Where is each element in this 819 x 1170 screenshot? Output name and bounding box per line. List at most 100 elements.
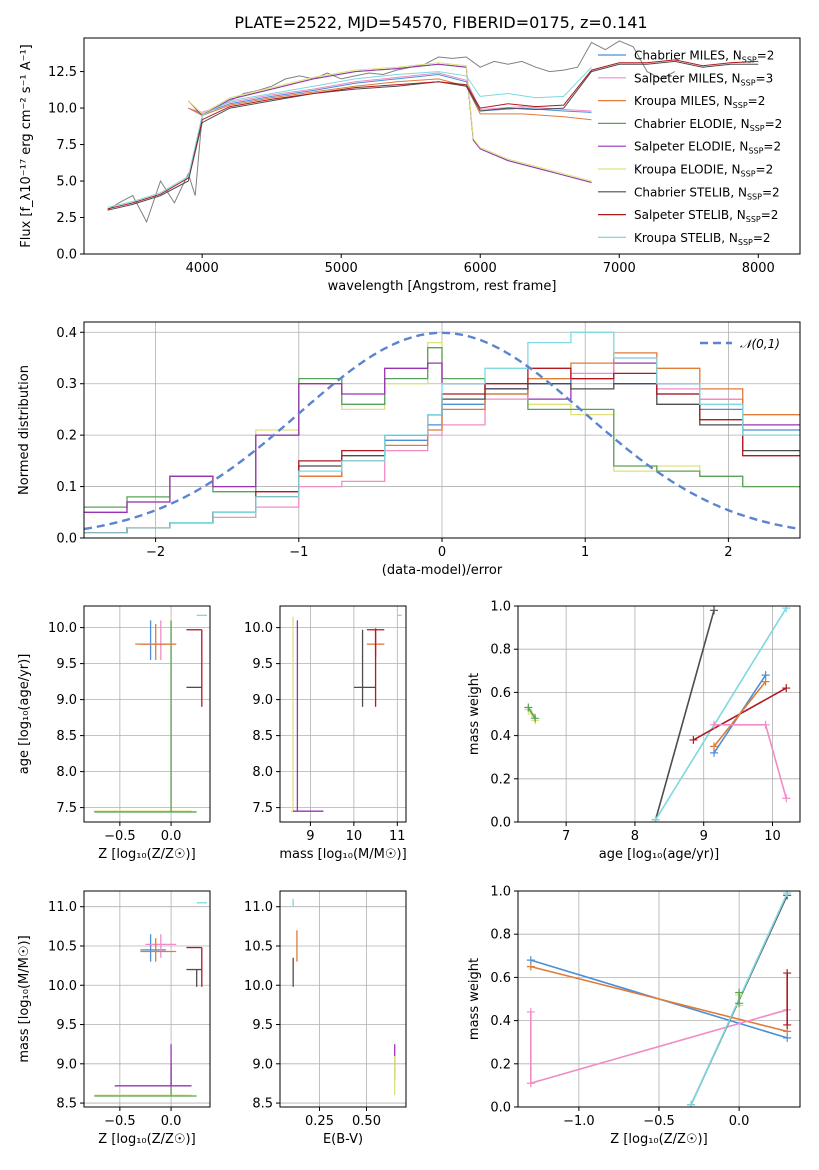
x-tick-label: 1	[581, 545, 589, 560]
legend-subscript: SSP	[733, 101, 748, 110]
x-tick-label: 0.25	[305, 1114, 334, 1129]
age-vs-Z-plot-area	[94, 614, 207, 813]
residuals-plot-area	[84, 331, 800, 534]
y-tick-label: 0.6	[490, 971, 511, 986]
y-tick-label: 9.0	[252, 1057, 273, 1072]
x-tick-label: −2	[146, 545, 165, 560]
age-vs-Z-panel: −0.5 0.0 7.5 8.0 8.5 9.0 9.5 10.0 Z [log₁₀(Z/Z☉)…	[17, 605, 211, 862]
legend-entry: Chabrier MILES, NSSP=2	[634, 49, 774, 65]
legend-entry: Salpeter ELODIE, NSSP=2	[634, 140, 781, 156]
y-axis-label: mass [log₁₀(M/M☉)]	[17, 935, 32, 1062]
series-line-chabrier-stelib	[107, 60, 759, 211]
y-tick-label: 9.5	[56, 657, 77, 672]
series-point	[710, 606, 719, 615]
legend-entry: Chabrier ELODIE, NSSP=2	[634, 117, 782, 133]
gaussian-curve	[84, 331, 800, 531]
series-line-kroupa-elodie	[187, 62, 592, 182]
y-axis-label: mass weight	[467, 673, 482, 755]
legend-entry: Kroupa ELODIE, NSSP=2	[634, 163, 773, 179]
legend-suffix: =2	[748, 94, 766, 108]
x-tick-label: 0.50	[352, 1114, 381, 1129]
legend-label: Salpeter MILES, N	[634, 71, 741, 85]
y-tick-label: 0.8	[490, 643, 511, 658]
y-tick-label: 8.5	[56, 1097, 77, 1112]
legend-subscript: SSP	[750, 124, 765, 133]
series-point	[687, 1100, 696, 1107]
series-line-salpeter-miles	[188, 72, 592, 113]
y-tick-label: 8.5	[56, 729, 77, 744]
legend-suffix: =2	[753, 231, 771, 245]
legend-entry: Chabrier STELIB, NSSP=2	[634, 185, 780, 201]
age-vs-mass-frame	[279, 605, 407, 823]
y-tick-label: 0.0	[490, 1101, 511, 1116]
x-axis-label: wavelength [Angstrom, rest frame]	[328, 279, 557, 294]
y-tick-label: 5.0	[56, 175, 77, 190]
mass-vs-ebv-plot-area	[292, 898, 396, 1096]
age-vs-mass-panel: 9 10 11 7.5 8.0 8.5 9.0 9.5 10.0 mass [log₁₀(M/M☉…	[244, 605, 407, 862]
series-line-kroupa-miles	[530, 965, 788, 1033]
x-tick-label: 10	[764, 829, 781, 844]
x-tick-label: −1.0	[563, 1114, 595, 1129]
x-axis-label: Z [log₁₀(Z/Z☉)]	[610, 1132, 707, 1147]
massweight-vs-age-plot-area	[524, 606, 791, 822]
series-point	[735, 988, 744, 997]
mass-vs-Z-panel: −0.5 0.0 8.5 9.0 9.5 10.0 10.5 11.0 Z [log₁₀(Z/Z…	[17, 890, 211, 1147]
legend-entry: Salpeter MILES, NSSP=3	[634, 71, 773, 87]
x-tick-label: 10	[346, 829, 363, 844]
x-axis-label: E(B-V)	[323, 1132, 363, 1147]
legend-label: Kroupa MILES, N	[634, 94, 733, 108]
series-point	[783, 969, 792, 978]
series-point	[783, 891, 792, 898]
legend-entry: Kroupa MILES, NSSP=2	[634, 94, 765, 110]
age-vs-Z-frame	[83, 605, 211, 823]
series-point	[782, 794, 791, 803]
legend-subscript: SSP	[746, 215, 761, 224]
series-point	[524, 703, 533, 712]
legend-entry: Salpeter STELIB, NSSP=2	[634, 208, 778, 224]
y-axis-label: mass weight	[467, 958, 482, 1040]
series-point	[761, 720, 770, 729]
series-point	[526, 1079, 535, 1088]
y-tick-label: 8.5	[252, 1097, 273, 1112]
legend-label: Chabrier ELODIE, N	[634, 117, 750, 131]
y-tick-label: 11.0	[244, 900, 273, 915]
y-tick-label: 0.2	[490, 1057, 511, 1072]
y-tick-label: 8.0	[56, 765, 77, 780]
series-line-kroupa-stelib	[107, 66, 592, 208]
y-axis-label: Flux [f_λ10⁻¹⁷ erg cm⁻² s⁻¹ A⁻¹]	[19, 44, 34, 248]
y-axis-label: Normed distribution	[17, 365, 32, 495]
y-tick-label: 0.1	[56, 480, 77, 495]
y-tick-label: 0.4	[490, 1014, 511, 1029]
legend-label: Chabrier MILES, N	[634, 49, 742, 63]
x-tick-label: 8000	[742, 261, 775, 276]
y-tick-label: 10.5	[48, 939, 77, 954]
y-tick-label: 1.0	[490, 885, 511, 900]
legend-subscript: SSP	[748, 147, 763, 156]
massweight-vs-Z-panel: −1.0 −0.5 0.0 0.0 0.2 0.4 0.6 0.8 1.0 Z [log₁₀(Z/…	[467, 885, 801, 1147]
mass-vs-Z-frame	[83, 890, 211, 1108]
x-axis-label: Z [log₁₀(Z/Z☉)]	[98, 1132, 195, 1147]
legend-entry: 𝒩(0,1)	[740, 337, 780, 351]
series-point	[761, 677, 770, 686]
spectrum-frame	[83, 37, 801, 255]
x-tick-label: −0.5	[643, 1114, 675, 1129]
y-tick-label: 9.5	[56, 1018, 77, 1033]
massweight-vs-Z-plot-area	[526, 891, 792, 1107]
residuals-panel: −2 −1 0 1 2 0.0 0.1 0.2 0.3 0.4 (data-model)/error…	[17, 321, 801, 578]
series-point	[651, 815, 660, 822]
mass-vs-Z-plot-area	[94, 902, 207, 1097]
series-line-chabrier-stelib	[654, 610, 715, 821]
x-axis-label: mass [log₁₀(M/M☉)]	[279, 847, 406, 862]
x-tick-label: 8	[631, 829, 639, 844]
y-tick-label: 9.5	[252, 657, 273, 672]
y-tick-label: 9.0	[252, 693, 273, 708]
y-tick-label: 0.4	[490, 729, 511, 744]
y-tick-label: 0.0	[490, 816, 511, 831]
y-tick-label: 0.2	[490, 772, 511, 787]
x-tick-label: 2	[724, 545, 732, 560]
series-point	[782, 684, 791, 693]
x-tick-label: 0.0	[729, 1114, 750, 1129]
y-tick-label: 0.3	[56, 377, 77, 392]
legend-suffix: =2	[763, 140, 781, 154]
